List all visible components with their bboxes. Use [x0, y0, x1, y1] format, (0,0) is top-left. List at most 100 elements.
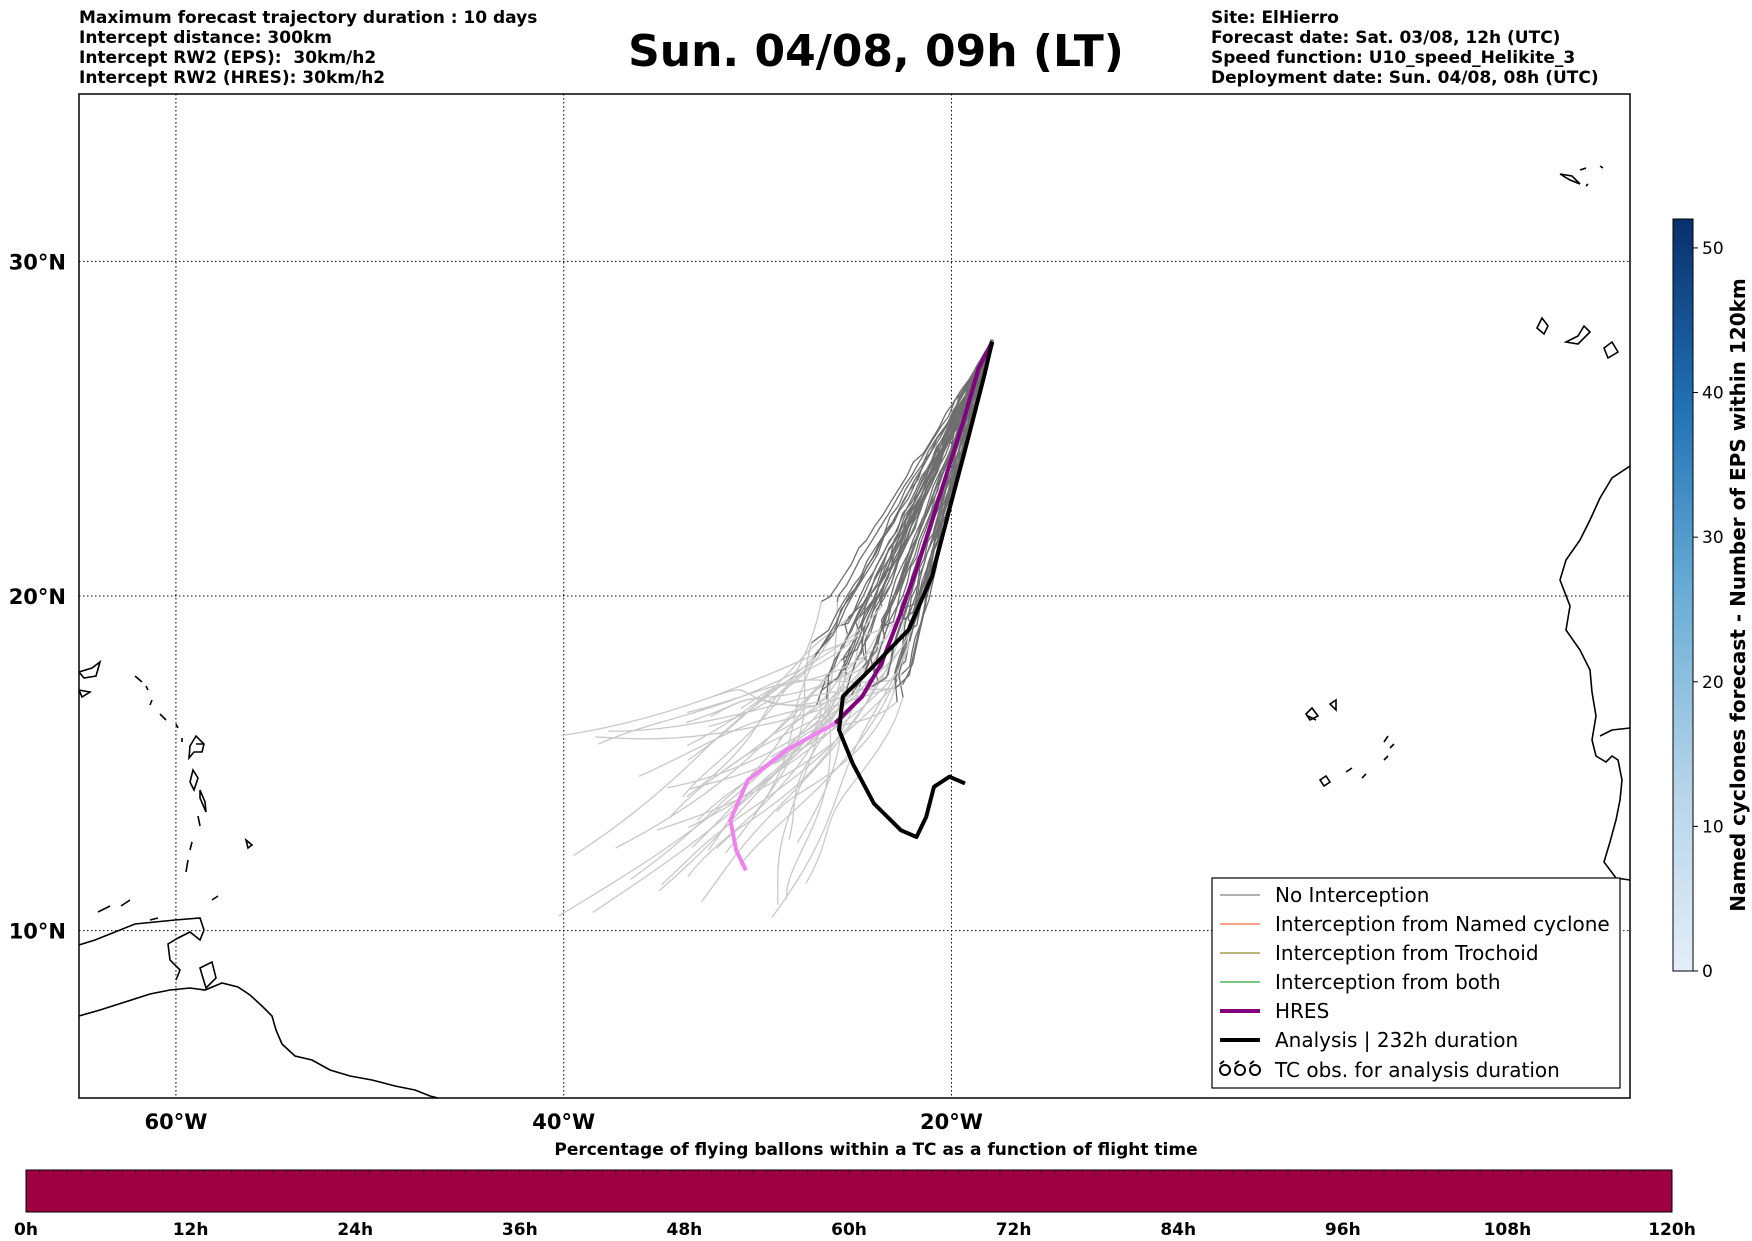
legend-tc-obs: TC obs. for analysis duration [1274, 1058, 1560, 1082]
tc-obs-symbol [1219, 1060, 1261, 1076]
legend-trochoid: Interception from Trochoid [1275, 941, 1539, 965]
header-site: Site: ElHierro [1211, 8, 1339, 28]
coastline-cape-verde-north [1307, 715, 1317, 721]
header-speed-function: Speed function: U10_speed_Helikite_3 [1211, 48, 1576, 68]
colorbar-label: Named cyclones forecast - Number of EPS … [1726, 278, 1750, 912]
eps-track [805, 697, 904, 884]
eps-track [825, 342, 994, 700]
eps-track [739, 627, 915, 866]
lat-tick-label: 30°N [9, 250, 66, 274]
colorbar-right: 0 10 20 30 40 50 Named cyclones forecast - Nu… [1672, 218, 1750, 982]
hres-trajectory-late[interactable] [728, 721, 837, 872]
timebar-tick-label: 12h [173, 1220, 209, 1240]
latitude-labels: 30°N 20°N 10°N [9, 250, 66, 943]
eps-track [753, 642, 813, 816]
timebar-ticks: 0h 12h 24h 36h 48h 60h 72h 84h 96h 108h 120h [14, 1220, 1696, 1240]
coastline-cape-verde-islands [1304, 698, 1395, 788]
coastline-south-america [79, 982, 439, 1098]
timebar-tick-label: 60h [831, 1220, 867, 1240]
coastline-madeira [1559, 165, 1604, 187]
eps-track [909, 343, 993, 642]
eps-track [687, 630, 862, 761]
colorbar-tick-label: 40 [1702, 384, 1724, 404]
page-title: Sun. 04/08, 09h (LT) [628, 26, 1124, 77]
legend: No Interception Interception from Named … [1211, 877, 1621, 1089]
coastline-abc-islands [97, 899, 159, 921]
timebar: 0h 12h 24h 36h 48h 60h 72h 84h 96h 108h 120h [14, 1169, 1696, 1240]
coastline-venezuela-coast [79, 917, 205, 981]
eps-track [740, 637, 886, 709]
lon-tick-label: 20°W [920, 1110, 983, 1134]
eps-track [785, 684, 832, 900]
eps-track [780, 694, 852, 747]
colorbar-tick-label: 10 [1702, 817, 1724, 837]
eps-track [820, 342, 993, 603]
eps-track [770, 667, 863, 736]
eps-track [701, 619, 906, 903]
lat-tick-label: 20°N [9, 585, 66, 609]
timebar-tick-label: 24h [337, 1220, 373, 1240]
header-intercept-distance: Intercept distance: 300km [79, 28, 332, 48]
eps-track [814, 341, 995, 656]
coastline-cape-verde-coast [1599, 727, 1630, 737]
eps-track [812, 342, 994, 661]
coastlines [79, 165, 1630, 1098]
header-right-info: Site: ElHierro Forecast date: Sat. 03/08… [1211, 8, 1599, 88]
legend-analysis: Analysis | 232h duration [1275, 1028, 1518, 1052]
colorbar-tick-label: 20 [1702, 673, 1724, 693]
lon-tick-label: 60°W [144, 1110, 207, 1134]
lon-tick-label: 40°W [532, 1110, 595, 1134]
lat-tick-label: 10°N [9, 920, 66, 944]
timebar-tick-label: 48h [667, 1220, 703, 1240]
eps-track [592, 607, 903, 914]
colorbar-tick-label: 0 [1702, 962, 1713, 982]
eps-track [687, 670, 844, 877]
header-intercept-eps: Intercept RW2 (EPS): 30km/h2 [79, 48, 377, 68]
header-forecast-date: Forecast date: Sat. 03/08, 12h (UTC) [1211, 28, 1561, 48]
coastline-barbados [244, 837, 254, 850]
legend-named-cyclone: Interception from Named cyclone [1275, 912, 1610, 936]
timebar-tick-label: 96h [1325, 1220, 1361, 1240]
eps-track [773, 690, 822, 765]
eps-trajectories [558, 339, 995, 919]
eps-track [776, 681, 898, 813]
legend-no-interception: No Interception [1275, 883, 1429, 907]
eps-track [573, 646, 823, 857]
timebar-dividers [39, 1170, 1659, 1175]
eps-track [615, 659, 842, 849]
timebar-tick-label: 108h [1484, 1220, 1532, 1240]
coastline-canary-islands [1536, 316, 1620, 360]
eps-track [661, 680, 879, 886]
eps-track [691, 674, 876, 849]
coastline-tobago [211, 895, 219, 901]
timebar-tick-label: 72h [996, 1220, 1032, 1240]
timebar-fill [25, 1169, 1673, 1213]
eps-track [686, 617, 849, 747]
hres-trajectory[interactable] [833, 340, 994, 725]
legend-hres: HRES [1275, 999, 1329, 1023]
coastline-puerto-rico [79, 659, 102, 679]
eps-track [682, 601, 822, 798]
longitude-labels: 60°W 40°W 20°W [144, 1110, 982, 1134]
coastline-lesser-antilles [134, 675, 207, 873]
eps-track [724, 654, 816, 854]
legend-both: Interception from both [1275, 970, 1501, 994]
eps-track [689, 664, 903, 790]
header-deployment-date: Deployment date: Sun. 04/08, 08h (UTC) [1211, 68, 1599, 88]
eps-track [713, 628, 914, 779]
header-max-duration: Maximum forecast trajectory duration : 1… [79, 8, 538, 28]
timebar-tick-label: 84h [1160, 1220, 1196, 1240]
analysis-trajectory[interactable] [837, 341, 995, 839]
header-intercept-hres: Intercept RW2 (HRES): 30km/h2 [79, 68, 386, 88]
colorbar-ticks: 0 10 20 30 40 50 [1693, 239, 1724, 982]
header-left-info: Maximum forecast trajectory duration : 1… [79, 8, 537, 88]
coastline-west-africa [1559, 465, 1630, 881]
legend-box [1211, 877, 1621, 1089]
timebar-title: Percentage of flying ballons within a TC… [554, 1140, 1198, 1160]
timebar-tick-label: 120h [1648, 1220, 1696, 1240]
colorbar-tick-label: 30 [1702, 528, 1724, 548]
eps-track [750, 661, 867, 776]
colorbar-tick-label: 50 [1702, 239, 1724, 259]
main-tracks [728, 340, 995, 872]
